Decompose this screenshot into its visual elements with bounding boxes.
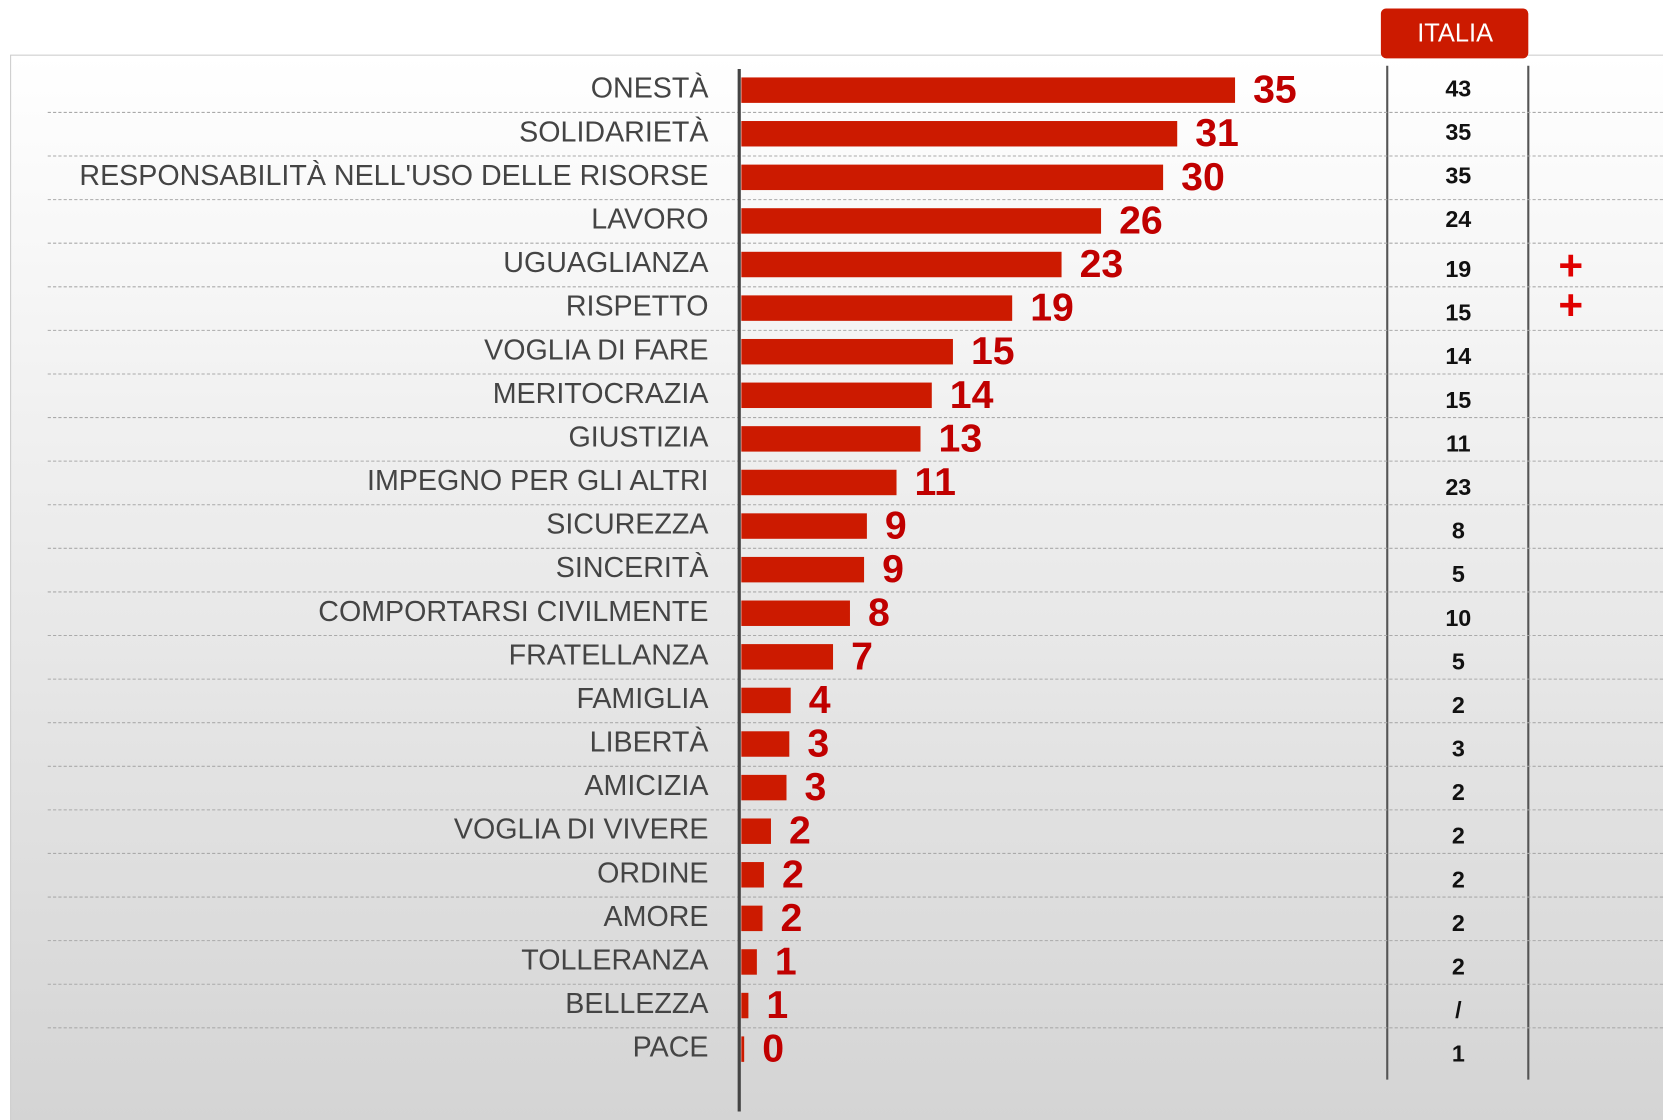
table-value: 2 — [1452, 910, 1465, 936]
category-label: PACE — [633, 1032, 709, 1064]
category-label: VOGLIA DI FARE — [484, 334, 708, 366]
table-value: 3 — [1452, 736, 1465, 762]
category-label: FRATELLANZA — [509, 639, 710, 671]
table-value: 11 — [1446, 430, 1471, 456]
value-label: 11 — [915, 460, 956, 504]
bar — [741, 731, 790, 757]
category-label: SOLIDARIETÀ — [519, 115, 709, 148]
table-value: 24 — [1445, 206, 1471, 232]
category-label: SINCERITÀ — [556, 551, 710, 584]
table-value: 43 — [1445, 75, 1471, 101]
value-label: 0 — [762, 1027, 784, 1071]
value-label: 9 — [885, 504, 907, 548]
category-label: BELLEZZA — [565, 988, 709, 1020]
table-value: 2 — [1452, 692, 1465, 718]
value-label: 35 — [1253, 68, 1297, 112]
bar — [741, 251, 1062, 278]
bar — [741, 556, 865, 583]
table-value: 10 — [1445, 605, 1471, 631]
table-value: 14 — [1445, 343, 1471, 369]
bar — [741, 338, 953, 365]
table-value: 15 — [1445, 387, 1471, 413]
value-label: 19 — [1030, 286, 1074, 330]
value-label: 3 — [807, 721, 829, 765]
table-value: 5 — [1452, 561, 1465, 587]
bar — [741, 949, 757, 975]
bar — [741, 164, 1164, 191]
value-label: 31 — [1195, 111, 1239, 155]
bar — [741, 644, 834, 670]
value-label: 8 — [868, 591, 890, 635]
category-label: ORDINE — [597, 857, 708, 889]
value-label: 26 — [1119, 198, 1163, 242]
category-label: ONESTÀ — [591, 72, 710, 105]
table-value: 2 — [1452, 779, 1465, 805]
table-value: 2 — [1452, 823, 1465, 849]
bar — [741, 862, 764, 888]
value-label: 14 — [950, 373, 994, 417]
category-label: UGUAGLIANZA — [503, 247, 709, 279]
table-value: / — [1455, 997, 1462, 1023]
value-label: 1 — [766, 983, 788, 1027]
bar — [741, 426, 921, 452]
bar — [741, 77, 1236, 103]
bar — [741, 208, 1102, 234]
bar — [741, 513, 867, 539]
table-value: 2 — [1452, 953, 1465, 979]
bar — [741, 687, 791, 714]
category-label: GIUSTIZIA — [569, 421, 710, 453]
category-label: AMICIZIA — [584, 770, 709, 802]
category-label: IMPEGNO PER GLI ALTRI — [367, 465, 708, 497]
table-value: 2 — [1452, 866, 1465, 892]
bar — [741, 600, 850, 626]
table-value: 15 — [1445, 300, 1471, 326]
table-title: ITALIA — [1417, 20, 1493, 48]
category-label: LIBERTÀ — [590, 726, 710, 759]
category-label: TOLLERANZA — [521, 945, 709, 977]
table-value: 19 — [1445, 256, 1471, 282]
category-label: AMORE — [604, 901, 709, 933]
table-header — [1380, 8, 1529, 59]
value-label: 2 — [782, 852, 804, 896]
category-label: LAVORO — [591, 203, 708, 235]
table-value: 35 — [1445, 119, 1471, 145]
value-label: 2 — [789, 809, 811, 853]
value-label: 9 — [882, 547, 904, 591]
bar — [741, 1036, 745, 1062]
value-label: 13 — [939, 416, 983, 460]
table-flag: + — [1558, 281, 1583, 328]
table-value: 23 — [1445, 474, 1471, 500]
category-label: RESPONSABILITÀ NELL'USO DELLE RISORSE — [79, 159, 708, 192]
table-value: 35 — [1445, 162, 1471, 188]
value-label: 23 — [1080, 242, 1124, 286]
bar — [741, 121, 1178, 147]
value-label: 1 — [775, 939, 797, 983]
value-label: 4 — [809, 678, 831, 722]
value-label: 30 — [1181, 155, 1225, 199]
bar — [741, 992, 749, 1019]
table-value: 5 — [1452, 648, 1465, 674]
category-label: RISPETTO — [566, 291, 709, 323]
bar — [741, 295, 1013, 321]
value-label: 2 — [781, 896, 803, 940]
table-value: 1 — [1452, 1041, 1465, 1067]
category-label: COMPORTARSI CIVILMENTE — [318, 596, 708, 628]
category-label: VOGLIA DI VIVERE — [454, 814, 709, 846]
bar — [741, 382, 932, 409]
bar — [741, 905, 763, 932]
category-label: SICUREZZA — [546, 509, 709, 541]
value-label: 7 — [851, 634, 873, 678]
bar — [741, 818, 771, 844]
table-flag: + — [1558, 242, 1583, 289]
table-value: 8 — [1452, 518, 1465, 544]
bar — [741, 469, 897, 496]
value-label: 3 — [805, 765, 827, 809]
bar — [741, 774, 787, 801]
value-label: 15 — [971, 329, 1015, 373]
category-label: FAMIGLIA — [576, 683, 709, 715]
category-label: MERITOCRAZIA — [493, 378, 710, 410]
